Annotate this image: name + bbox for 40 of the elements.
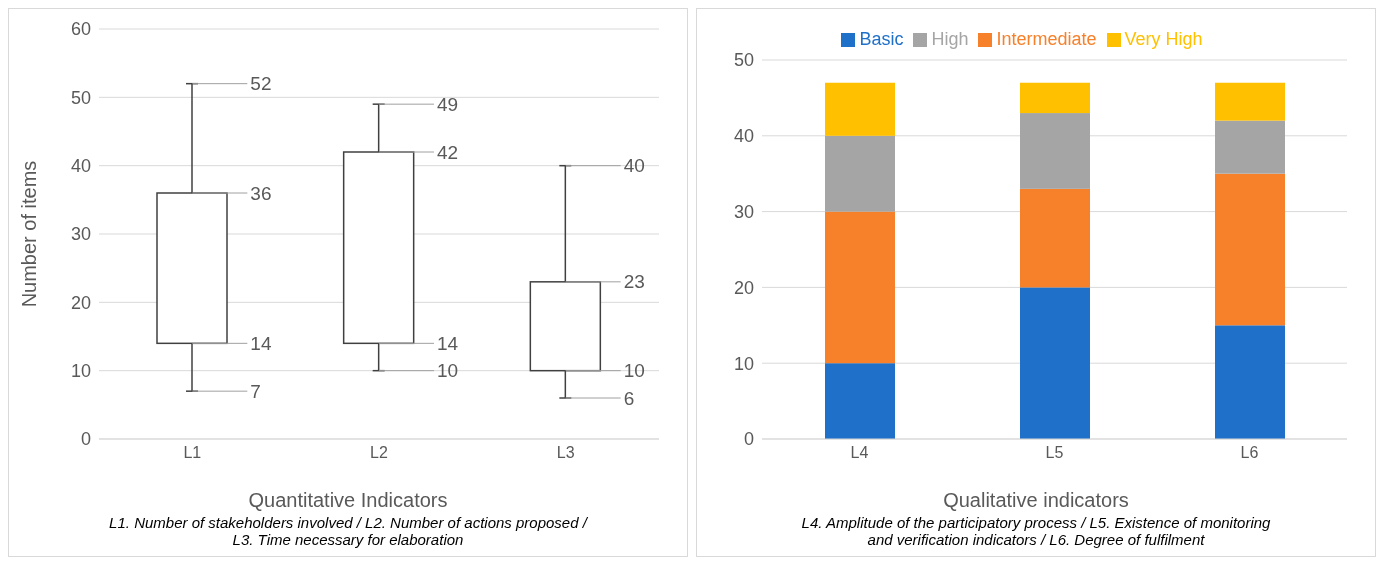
annotation: 49 (437, 93, 459, 115)
legend-label: Intermediate (996, 29, 1097, 49)
annotation: 42 (437, 141, 459, 163)
x-tick-label: L4 (850, 444, 869, 462)
x-tick-label: L2 (370, 444, 388, 462)
text: L4. Amplitude of the participatory process / L5. Existence of monitoring and verification indicators / L6. Degree of fulfilment (800, 514, 1272, 548)
annotation: 14 (250, 332, 272, 354)
x-tick-label: L1 (183, 444, 202, 462)
y-axis-title: Number of items (18, 160, 41, 308)
legend-label: High (931, 29, 969, 49)
legend-label: Very High (1124, 29, 1203, 49)
annotation: 52 (250, 73, 272, 95)
y-tick-label: 0 (743, 429, 754, 450)
y-tick-label: 20 (733, 277, 754, 298)
annotation: 23 (623, 271, 645, 293)
y-tick-label: 30 (733, 201, 754, 222)
y-tick-label: 20 (70, 292, 91, 313)
legend-label: Basic (859, 29, 904, 49)
x-tick-label: L6 (1240, 444, 1259, 462)
annotation: 40 (623, 155, 645, 177)
annotation: 10 (437, 360, 459, 382)
y-tick-label: 60 (70, 19, 91, 40)
y-tick-label: 50 (733, 50, 754, 71)
y-tick-label: 10 (70, 361, 91, 382)
annotation: 7 (250, 380, 261, 402)
x-tick-label: L5 (1045, 444, 1064, 462)
annotation: 36 (250, 182, 272, 204)
x-axis-title: Quantitative Indicators (247, 489, 449, 512)
x-tick-label: L3 (556, 444, 575, 462)
annotation: 10 (623, 360, 645, 382)
annotation: 6 (623, 387, 635, 409)
y-tick-label: 0 (80, 429, 91, 450)
y-tick-label: 10 (733, 353, 754, 374)
y-tick-label: 40 (70, 156, 91, 177)
y-tick-label: 50 (70, 87, 91, 108)
y-tick-label: 40 (733, 126, 754, 147)
text: L1. Number of stakeholders involved / L2. Number of actions proposed / L3. Time necessary for elaboration (108, 514, 589, 548)
y-tick-label: 30 (70, 224, 91, 245)
x-axis-title: Qualitative indicators (942, 489, 1130, 512)
annotation: 14 (437, 332, 459, 354)
